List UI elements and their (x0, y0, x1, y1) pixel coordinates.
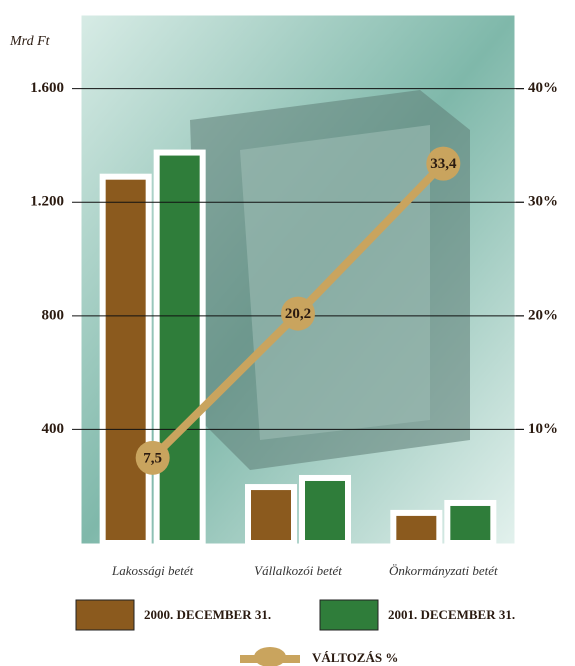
y-tick-label: 400 (42, 421, 65, 437)
data-label: 7,5 (143, 450, 162, 466)
y-tick-label: 800 (42, 307, 65, 323)
data-label: 20,2 (285, 306, 311, 322)
y2-tick-label: 30% (528, 194, 558, 210)
y2-tick-label: 10% (528, 421, 558, 437)
bar (245, 484, 297, 546)
safe-door (240, 125, 430, 440)
bar (153, 149, 206, 546)
y2-tick-label: 20% (528, 307, 558, 323)
bar (299, 474, 351, 546)
data-label: 33,4 (430, 156, 457, 172)
y2-tick-label: 40% (528, 80, 558, 96)
line-point (426, 146, 461, 181)
line-point (135, 440, 170, 475)
bar (99, 173, 152, 546)
x-tick-label: Lakossági betét (111, 563, 194, 578)
legend-marker (254, 647, 286, 666)
y-tick-label: 1.200 (30, 194, 64, 210)
line-point (281, 296, 315, 331)
legend-swatch (75, 599, 135, 631)
bar (444, 499, 497, 547)
y-tick-label: 1.600 (30, 80, 64, 96)
x-tick-label: Önkormányzati betét (389, 563, 498, 578)
x-tick-label: Vállalkozói betét (254, 563, 342, 578)
legend-label: 2000. DECEMBER 31. (144, 607, 271, 622)
legend-label: 2001. DECEMBER 31. (388, 607, 515, 622)
legend-label: VÁLTOZÁS % (312, 650, 398, 665)
legend-swatch (319, 599, 379, 631)
bar (390, 509, 443, 546)
y-axis-label: Mrd Ft (9, 34, 51, 49)
